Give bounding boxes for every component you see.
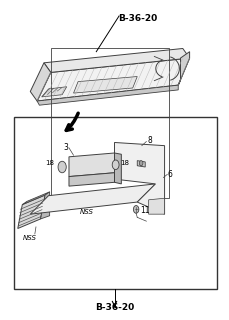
Polygon shape — [30, 184, 155, 214]
Circle shape — [139, 161, 143, 166]
Text: B-36-20: B-36-20 — [118, 14, 157, 23]
Polygon shape — [37, 58, 190, 101]
Text: 6: 6 — [168, 170, 173, 179]
Polygon shape — [37, 85, 178, 105]
Polygon shape — [30, 63, 51, 101]
Circle shape — [58, 161, 66, 173]
Text: 18: 18 — [45, 160, 54, 166]
Bar — [51, 49, 169, 198]
Text: 11: 11 — [141, 206, 150, 215]
Circle shape — [112, 160, 119, 170]
Polygon shape — [44, 49, 190, 72]
Polygon shape — [41, 192, 50, 219]
Polygon shape — [69, 153, 114, 177]
Text: 8: 8 — [147, 136, 152, 145]
Polygon shape — [114, 142, 165, 214]
Polygon shape — [18, 195, 45, 228]
Polygon shape — [69, 173, 114, 186]
Polygon shape — [42, 87, 67, 97]
Text: 18: 18 — [120, 160, 129, 165]
Circle shape — [133, 205, 139, 213]
Polygon shape — [74, 76, 137, 93]
Bar — [14, 117, 217, 289]
Polygon shape — [149, 198, 165, 214]
Polygon shape — [178, 52, 190, 85]
Text: B-36-20: B-36-20 — [95, 303, 134, 312]
Text: NSS: NSS — [23, 235, 37, 241]
Text: NSS: NSS — [80, 209, 94, 215]
Polygon shape — [22, 192, 50, 204]
Polygon shape — [114, 153, 121, 184]
Polygon shape — [137, 161, 145, 167]
Text: 3: 3 — [63, 143, 68, 152]
